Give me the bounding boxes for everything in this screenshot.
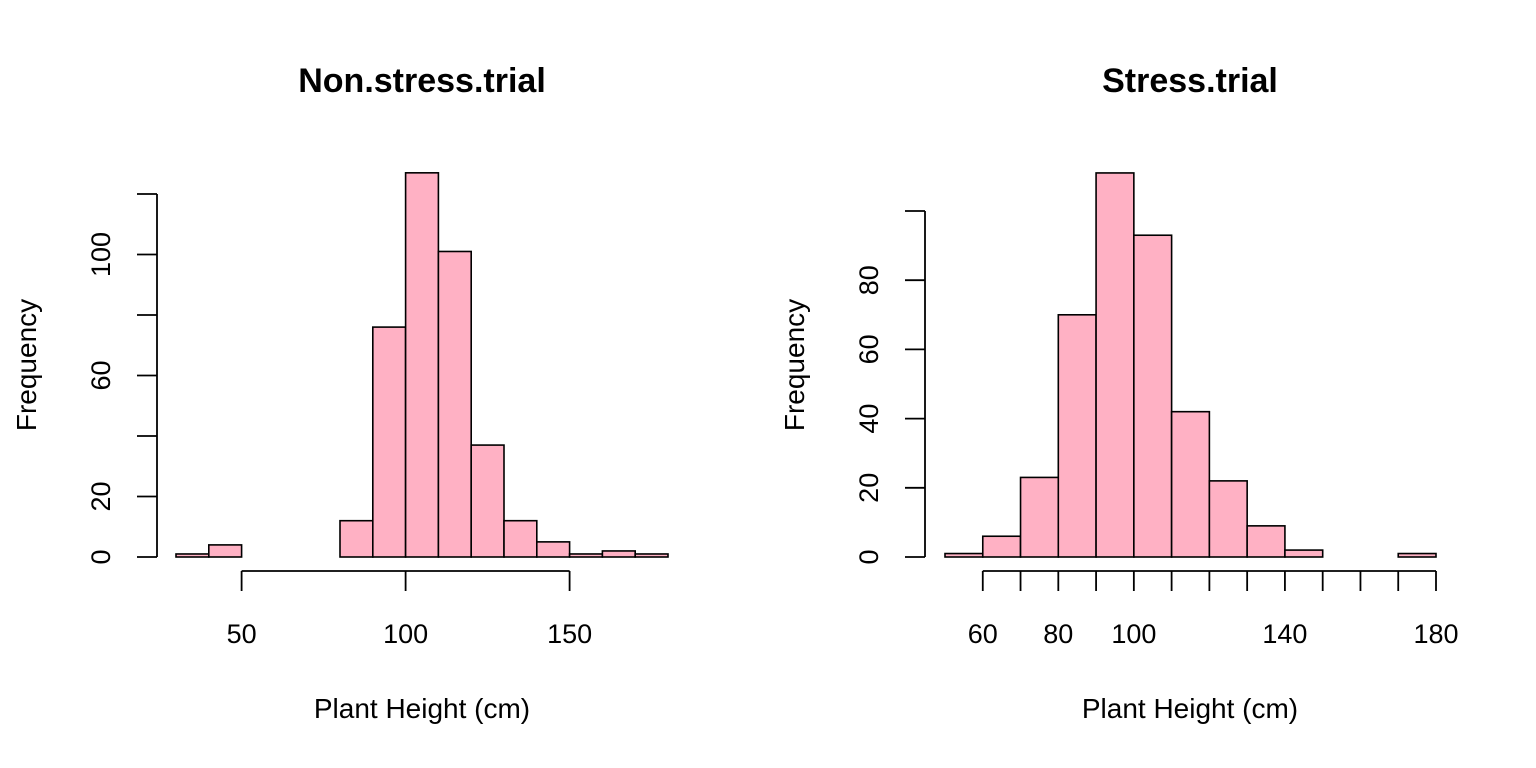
- histogram-bar: [568, 553, 604, 558]
- y-tick-label: 40: [854, 404, 884, 434]
- histogram-bar: [371, 326, 407, 558]
- x-axis-label: Plant Height (cm): [1082, 693, 1298, 724]
- x-tick-label: 100: [1111, 619, 1156, 649]
- histogram-bar: [208, 544, 243, 558]
- y-axis-label: Frequency: [779, 299, 810, 431]
- x-tick-label: 100: [383, 619, 428, 649]
- x-tick-label: 80: [1043, 619, 1073, 649]
- x-axis: 50 100 150: [227, 570, 592, 649]
- y-axis: 0 20 60 100: [86, 193, 158, 565]
- histogram-bar: [404, 172, 440, 558]
- y-tick-label: 100: [86, 232, 116, 277]
- histogram-bar: [944, 552, 984, 558]
- panel-stress-trial: Stress.trial Plant Height (cm) Frequency…: [779, 62, 1459, 724]
- histogram-bar: [981, 535, 1022, 558]
- histogram-bar: [1397, 552, 1437, 558]
- x-tick-label: 150: [547, 619, 592, 649]
- histogram-bar: [1095, 172, 1135, 558]
- chart-title: Non.stress.trial: [298, 62, 546, 100]
- histogram-bar: [1246, 525, 1286, 558]
- y-tick-label: 60: [854, 334, 884, 364]
- x-tick-label: 140: [1262, 619, 1307, 649]
- histogram-bar: [1057, 313, 1097, 558]
- histogram-bar: [535, 541, 571, 558]
- x-tick-label: 180: [1413, 619, 1458, 649]
- panel-non-stress-trial: Non.stress.trial Plant Height (cm) Frequ…: [11, 62, 669, 724]
- histogram-bar: [1019, 476, 1060, 558]
- y-tick-label: 20: [854, 473, 884, 503]
- chart-title: Stress.trial: [1102, 62, 1278, 100]
- histogram-bar: [601, 550, 637, 558]
- histogram-bar: [1284, 549, 1324, 558]
- histogram-bar: [175, 553, 210, 558]
- y-tick-label: 60: [86, 360, 116, 390]
- y-tick-label: 0: [854, 549, 884, 564]
- histogram-bar: [339, 519, 374, 558]
- y-axis-label: Frequency: [11, 299, 42, 431]
- histogram-bar: [1133, 234, 1173, 558]
- y-tick-label: 0: [86, 549, 116, 564]
- x-axis-label: Plant Height (cm): [314, 693, 530, 724]
- histogram-bar: [470, 444, 505, 558]
- histogram-bar: [1208, 480, 1248, 558]
- histogram-bar: [437, 250, 472, 558]
- histogram-bar: [503, 519, 538, 558]
- x-axis: 60 80 100 140 180: [968, 570, 1459, 649]
- bars: [175, 172, 669, 558]
- y-tick-label: 20: [86, 481, 116, 511]
- histogram-bar: [634, 553, 669, 558]
- bars: [944, 172, 1437, 558]
- x-tick-label: 50: [227, 619, 257, 649]
- y-axis: 0 20 40 60 80: [854, 210, 926, 565]
- histogram-bar: [1170, 410, 1211, 558]
- x-tick-label: 60: [968, 619, 998, 649]
- y-tick-label: 80: [854, 265, 884, 295]
